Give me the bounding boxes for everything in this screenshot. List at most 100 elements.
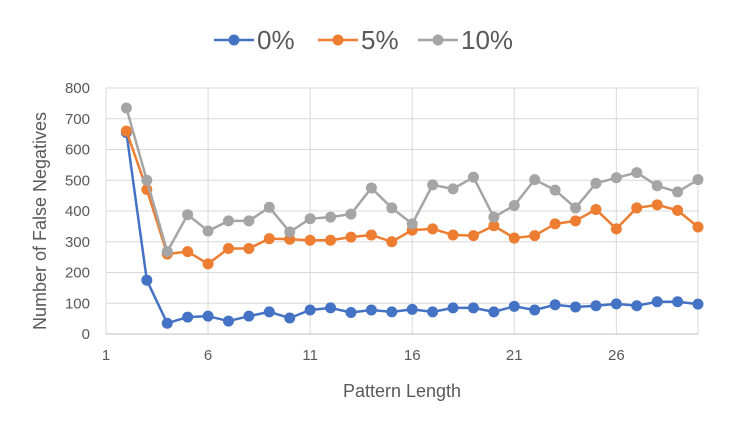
data-point-0pct [529, 304, 541, 316]
data-point-10pct [263, 201, 275, 213]
data-point-10pct [406, 218, 418, 230]
data-point-10pct [284, 226, 296, 238]
y-tick-label: 100 [65, 295, 90, 312]
data-point-0pct [345, 306, 357, 318]
data-point-10pct [590, 177, 602, 189]
data-point-0pct [365, 304, 377, 316]
data-point-0pct [508, 300, 520, 312]
x-tick-label: 26 [608, 347, 625, 364]
data-point-0pct [651, 296, 663, 308]
y-tick-label: 800 [65, 80, 90, 97]
y-tick-label: 500 [65, 172, 90, 189]
data-point-5pct [610, 223, 622, 235]
data-point-10pct [386, 202, 398, 214]
data-point-10pct [570, 202, 582, 214]
data-point-5pct [182, 246, 194, 258]
data-point-5pct [692, 221, 704, 233]
data-point-10pct [222, 215, 234, 227]
data-point-0pct [610, 298, 622, 310]
data-point-5pct [365, 229, 377, 241]
x-tick-label: 21 [506, 347, 523, 364]
legend-item-5pct: 5% [318, 25, 399, 55]
data-point-10pct [672, 186, 684, 198]
data-point-10pct [651, 180, 663, 192]
data-point-5pct [202, 258, 214, 270]
y-tick-label: 300 [65, 234, 90, 251]
data-point-10pct [549, 184, 561, 196]
series-10pct [120, 102, 704, 258]
data-point-10pct [610, 172, 622, 184]
data-point-5pct [386, 236, 398, 248]
data-point-0pct [427, 306, 439, 318]
data-point-10pct [692, 174, 704, 186]
data-point-5pct [488, 220, 500, 232]
data-point-5pct [427, 223, 439, 235]
y-tick-label: 400 [65, 203, 90, 220]
y-tick-label: 0 [82, 326, 90, 343]
data-point-5pct [325, 234, 337, 246]
legend-marker-10pct [432, 34, 444, 46]
y-axis-ticks: 0 100 200 300 400 500 600 700 800 [65, 80, 90, 343]
data-point-5pct [672, 204, 684, 216]
data-point-0pct [590, 300, 602, 312]
legend-marker-0pct [228, 34, 240, 46]
y-axis-title: Number of False Negatives [30, 112, 50, 330]
data-point-5pct [222, 243, 234, 255]
legend-label-0pct: 0% [257, 25, 295, 55]
x-tick-label: 16 [404, 347, 421, 364]
x-tick-label: 1 [102, 347, 110, 364]
data-point-0pct [243, 310, 255, 322]
data-point-0pct [182, 311, 194, 323]
data-point-0pct [304, 304, 316, 316]
legend: 0% 5% 10% [214, 25, 513, 55]
data-point-5pct [304, 234, 316, 246]
data-point-0pct [386, 306, 398, 318]
data-point-10pct [467, 171, 479, 183]
data-point-0pct [284, 312, 296, 324]
data-point-5pct [549, 218, 561, 230]
data-point-0pct [570, 301, 582, 313]
x-axis-ticks: 1 6 11 16 21 26 [102, 347, 625, 364]
data-point-0pct [692, 298, 704, 310]
y-tick-label: 600 [65, 142, 90, 159]
data-point-10pct [427, 179, 439, 191]
y-tick-label: 200 [65, 265, 90, 282]
data-point-0pct [488, 306, 500, 318]
grid [105, 87, 699, 334]
series-0pct [120, 127, 704, 329]
y-tick-label: 700 [65, 111, 90, 128]
data-point-0pct [202, 310, 214, 322]
legend-label-5pct: 5% [361, 25, 399, 55]
data-point-5pct [345, 231, 357, 243]
data-point-10pct [447, 183, 459, 195]
data-point-0pct [161, 317, 173, 329]
data-point-0pct [325, 302, 337, 314]
x-axis-title: Pattern Length [343, 381, 461, 401]
legend-label-10pct: 10% [461, 25, 513, 55]
data-point-5pct [631, 202, 643, 214]
data-point-0pct [263, 306, 275, 318]
data-point-10pct [120, 102, 132, 114]
series-group [120, 102, 704, 329]
data-point-0pct [406, 303, 418, 315]
data-point-5pct [243, 243, 255, 255]
data-point-0pct [549, 299, 561, 311]
data-point-5pct [590, 203, 602, 215]
data-point-5pct [120, 125, 132, 137]
data-point-10pct [529, 174, 541, 186]
data-point-10pct [365, 182, 377, 194]
data-point-0pct [467, 302, 479, 314]
data-point-0pct [672, 296, 684, 308]
data-point-10pct [631, 167, 643, 179]
data-point-0pct [222, 315, 234, 327]
data-point-10pct [345, 208, 357, 220]
x-tick-label: 11 [302, 347, 318, 364]
data-point-10pct [161, 246, 173, 258]
data-point-0pct [141, 274, 153, 286]
legend-item-0pct: 0% [214, 25, 295, 55]
data-point-10pct [325, 211, 337, 223]
data-point-0pct [631, 300, 643, 312]
data-point-10pct [304, 213, 316, 225]
data-point-5pct [263, 233, 275, 245]
data-point-10pct [182, 209, 194, 221]
